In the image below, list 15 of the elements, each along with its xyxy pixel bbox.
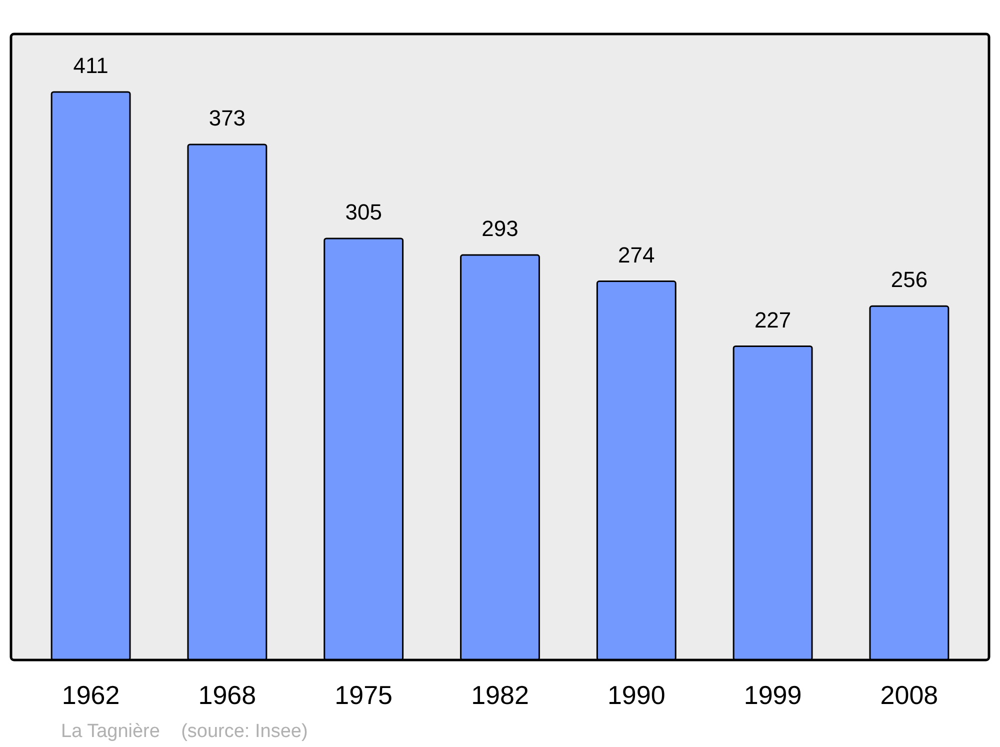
data-label: 305 [345,199,382,224]
x-tick-label: 2008 [880,680,938,710]
data-label: 227 [754,307,792,332]
x-tick-label: 1999 [744,680,802,710]
data-label: 256 [890,267,928,292]
data-label: 411 [73,52,108,78]
text: La Tagnière (source: Insee) [61,721,308,742]
x-tick-label: 1982 [471,680,529,710]
x-tick-label: 1968 [198,680,256,710]
x-tick-label: 1975 [334,680,393,710]
data-label: 274 [618,242,655,268]
x-tick-label: 1990 [607,680,666,710]
data-label: 373 [208,105,246,130]
data-label: 293 [482,216,518,242]
x-tick-label: 1962 [62,680,120,710]
